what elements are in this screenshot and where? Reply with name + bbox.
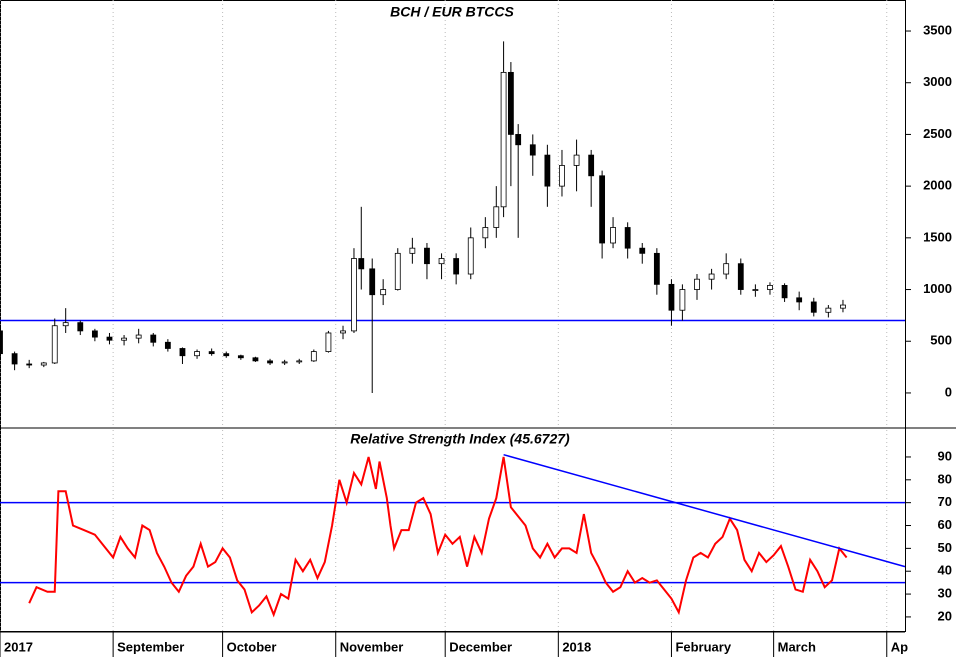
candle-body <box>223 353 230 357</box>
y-tick-label: 40 <box>938 563 952 578</box>
candle-body <box>77 322 84 332</box>
candle-body <box>135 334 142 339</box>
candle-body <box>281 361 288 364</box>
trend-line <box>503 453 906 568</box>
candle-body <box>164 341 171 349</box>
candle-body <box>737 263 744 290</box>
candle-body <box>62 322 69 327</box>
candle-body <box>51 325 58 364</box>
candle-body <box>194 351 200 357</box>
y-tick-label: 1500 <box>923 229 952 244</box>
candle-body <box>467 237 474 275</box>
candle-body <box>325 332 332 352</box>
y-tick-label: 70 <box>938 494 952 509</box>
candle-body <box>653 252 660 285</box>
candle-body <box>394 252 401 290</box>
candle-body <box>810 301 817 313</box>
candle-body <box>679 289 686 311</box>
rsi-line <box>28 456 848 618</box>
candle-body <box>767 285 773 290</box>
candle-body <box>0 330 3 355</box>
y-tick-label: 0 <box>945 384 952 399</box>
rsi-title: Relative Strength Index (45.6727) <box>350 431 570 447</box>
candle-body <box>40 362 47 366</box>
candle-body <box>723 263 730 275</box>
candle-body <box>310 351 317 362</box>
candle-body <box>482 227 489 239</box>
x-tick-label: September <box>117 639 184 654</box>
candle-body <box>208 351 215 355</box>
candle-body <box>121 337 127 341</box>
candle-body <box>237 355 244 359</box>
candle-body <box>150 334 157 343</box>
y-tick-label: 1000 <box>923 281 952 296</box>
candle-body <box>340 330 346 334</box>
x-tick-label: October <box>227 639 277 654</box>
candle-body <box>588 154 595 177</box>
candle-body <box>639 247 646 254</box>
candle-body <box>438 258 445 265</box>
candle-body <box>380 289 387 296</box>
y-tick-label: 80 <box>938 471 952 486</box>
candle-body <box>544 154 551 187</box>
candle-body <box>351 258 357 332</box>
x-tick-label: 2018 <box>562 639 591 654</box>
candle-body <box>624 227 631 249</box>
candle-body <box>493 206 500 228</box>
candle-body <box>752 289 759 291</box>
x-tick-label: March <box>778 639 816 654</box>
candle-body <box>106 336 113 341</box>
candle-body <box>573 154 580 166</box>
candle-body <box>358 258 365 270</box>
candle-body <box>840 304 846 309</box>
candle-body <box>453 258 460 275</box>
y-tick-label: 3500 <box>923 22 952 37</box>
candle-body <box>11 353 18 365</box>
candle-body <box>668 283 675 311</box>
candle-body <box>694 278 700 290</box>
candle-body <box>796 297 803 303</box>
candle-body <box>781 285 788 299</box>
candle-body <box>424 247 430 265</box>
candle-body <box>26 363 33 366</box>
y-tick-label: 90 <box>938 448 952 463</box>
candle-body <box>267 360 273 364</box>
candle-body <box>559 165 565 187</box>
x-tick-label: Ap <box>891 639 908 654</box>
y-tick-label: 3000 <box>923 74 952 89</box>
candle-body <box>599 175 606 244</box>
chart-title: BCH / EUR BTCCS <box>390 4 514 20</box>
y-tick-label: 2000 <box>923 178 952 193</box>
y-tick-label: 500 <box>930 333 952 348</box>
y-tick-label: 2500 <box>923 126 952 141</box>
candle-body <box>91 330 98 338</box>
candle-body <box>500 71 507 208</box>
x-tick-label: February <box>675 639 731 654</box>
candle-body <box>610 227 616 244</box>
candle-body <box>179 348 186 357</box>
candle-body <box>708 273 715 280</box>
candle-body <box>252 357 259 362</box>
frame <box>0 0 906 632</box>
candle-body <box>529 144 536 156</box>
y-tick-label: 20 <box>938 608 952 623</box>
x-tick-label: December <box>449 639 512 654</box>
candle-body <box>515 134 522 146</box>
y-tick-label: 50 <box>938 540 952 555</box>
x-tick-label: 2017 <box>4 639 33 654</box>
candle-body <box>369 268 376 296</box>
candle-body <box>296 360 303 363</box>
y-tick-label: 30 <box>938 586 952 601</box>
x-tick-label: November <box>340 639 404 654</box>
candle-body <box>409 247 416 254</box>
y-tick-label: 60 <box>938 517 952 532</box>
candle-body <box>507 71 514 135</box>
candle-body <box>825 307 832 313</box>
